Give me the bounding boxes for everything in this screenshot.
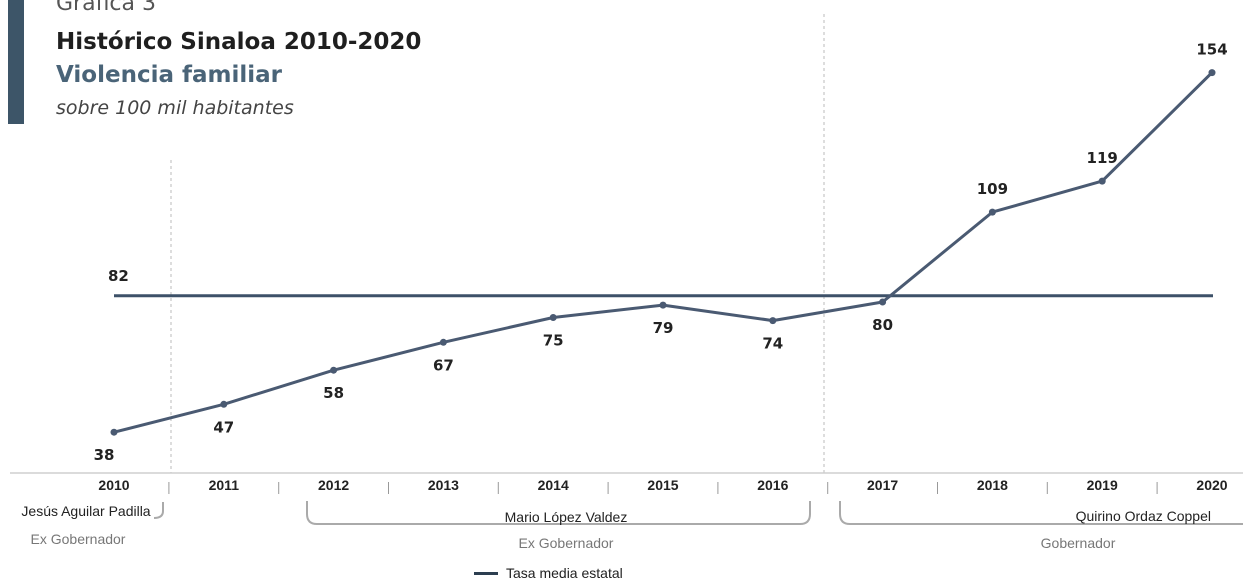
x-tick-label: 2011	[209, 477, 240, 493]
data-label: 80	[872, 316, 893, 334]
data-label: 109	[977, 180, 1008, 198]
x-tick-label: 2014	[538, 477, 569, 493]
data-label: 47	[213, 418, 234, 436]
x-tick-label: 2020	[1196, 477, 1227, 493]
period-bracket	[839, 501, 1243, 525]
data-label: 58	[323, 384, 344, 402]
chart-unit: sobre 100 mil habitantes	[56, 97, 294, 119]
x-tick-label: 2012	[318, 477, 349, 493]
average-label: 82	[108, 267, 129, 285]
period-bracket	[306, 501, 811, 525]
chart-subtitle: Violencia familiar	[56, 62, 282, 88]
period-bracket	[153, 502, 164, 519]
x-tick-label: 2018	[977, 477, 1008, 493]
x-tick-label: 2016	[757, 477, 788, 493]
data-point	[659, 301, 667, 309]
period-role: Ex Gobernador	[519, 535, 614, 551]
x-tick-label: 2013	[428, 477, 459, 493]
data-point	[220, 400, 228, 408]
data-label: 119	[1087, 149, 1118, 167]
data-point	[549, 314, 557, 321]
data-label: 74	[762, 335, 783, 353]
period-role: Ex Gobernador	[31, 531, 126, 547]
data-label: 75	[543, 332, 564, 350]
data-point	[769, 317, 777, 325]
data-point	[1208, 69, 1216, 77]
chart-title: Histórico Sinaloa 2010-2020	[56, 29, 422, 55]
data-label: 67	[433, 356, 454, 374]
data-point	[988, 208, 996, 216]
series-line	[113, 71, 1214, 434]
period-name: Quirino Ordaz Coppel	[1076, 508, 1211, 524]
data-label: 38	[94, 446, 115, 464]
data-label: 79	[653, 319, 674, 337]
period-name: Mario López Valdez	[505, 509, 628, 525]
x-tick-label: 2010	[98, 477, 129, 493]
x-tick-label: 2015	[647, 477, 678, 493]
legend-label: Tasa media estatal	[506, 565, 623, 581]
legend-swatch	[474, 571, 498, 575]
legend: Tasa media estatal	[474, 565, 623, 581]
accent-bar	[8, 0, 24, 124]
x-tick-label: 2017	[867, 477, 898, 493]
data-point	[439, 338, 447, 346]
chart-kicker: Gráfica 3	[56, 0, 156, 16]
data-point	[879, 298, 887, 306]
period-name: Jesús Aguilar Padilla	[21, 503, 150, 519]
data-point	[110, 428, 118, 436]
data-point	[1098, 177, 1106, 185]
x-tick-label: 2019	[1087, 477, 1118, 493]
data-point	[330, 366, 338, 374]
data-label: 154	[1196, 41, 1227, 59]
period-role: Gobernador	[1041, 535, 1116, 551]
